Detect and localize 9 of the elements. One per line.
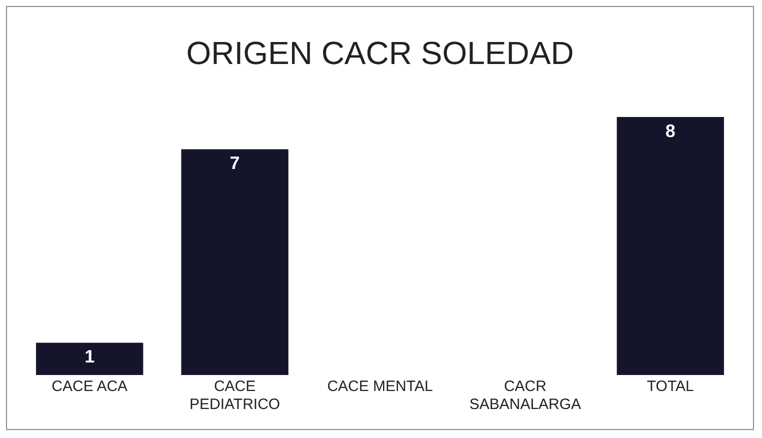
x-tick-label: CACE MENTAL	[327, 378, 433, 396]
data-label: 7	[230, 153, 240, 174]
data-label: 1	[84, 346, 95, 367]
x-tick-label: CACE PEDIATRICO	[190, 378, 280, 414]
x-tick-label: CACR SABANALARGA	[469, 378, 582, 414]
x-tick-label: CACE ACA	[52, 378, 128, 396]
chart-title: ORIGEN CACR SOLEDAD	[185, 35, 575, 72]
x-tick-label: TOTAL	[646, 378, 694, 396]
data-label: 8	[665, 120, 676, 141]
